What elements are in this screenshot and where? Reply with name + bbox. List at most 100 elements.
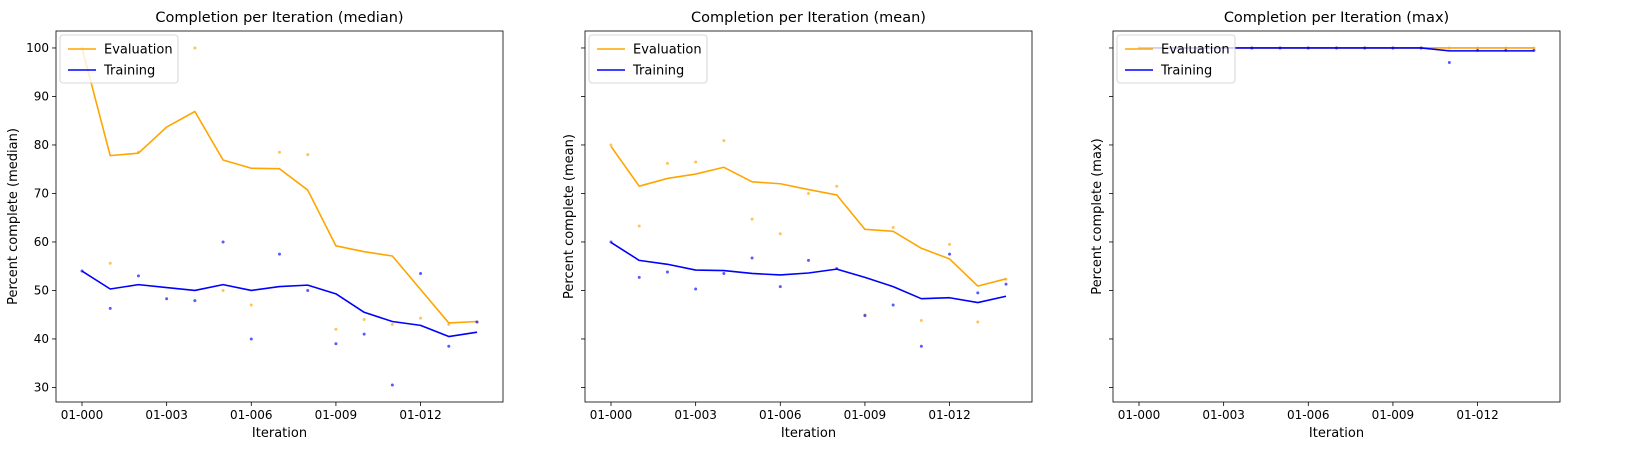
y-axis-label: Percent complete (mean): [562, 134, 577, 299]
data-point: [1004, 282, 1008, 286]
x-tick-label: 01-006: [230, 408, 273, 422]
data-point: [1447, 61, 1451, 65]
data-point: [948, 252, 952, 256]
data-point: [665, 161, 669, 165]
x-tick-label: 01-003: [674, 408, 717, 422]
data-point: [694, 160, 698, 164]
data-point: [165, 297, 169, 301]
chart-panel-2: Completion per Iteration (max) 01-000 01-0…: [1090, 10, 1561, 441]
data-point: [807, 258, 810, 262]
series-line: [81, 47, 478, 324]
data-point: [193, 46, 197, 50]
data-point: [221, 240, 225, 244]
data-point: [249, 303, 253, 307]
legend-box: [59, 34, 179, 84]
y-tick-label: 30: [34, 380, 49, 394]
y-tick-label: 90: [34, 89, 49, 103]
x-tick-label: 01-006: [759, 408, 802, 422]
x-axis-label: Iteration: [1309, 426, 1364, 441]
legend-entry: Training: [1160, 64, 1212, 79]
data-point: [390, 383, 394, 387]
chart-title: Completion per Iteration (max): [1224, 10, 1449, 26]
data-point: [390, 322, 394, 326]
y-tick-label: 80: [34, 138, 49, 152]
series-evaluation: [609, 139, 1008, 324]
data-point: [278, 150, 281, 154]
legend-entry: Evaluation: [633, 43, 702, 58]
x-tick-label: 01-009: [844, 408, 887, 422]
data-point: [807, 191, 810, 195]
legend-entry: Evaluation: [104, 43, 173, 58]
y-axis-label: Percent complete (max): [1090, 138, 1105, 294]
data-point: [722, 271, 726, 275]
data-point: [976, 320, 980, 324]
x-tick-label: 01-009: [1372, 408, 1415, 422]
data-point: [334, 327, 338, 331]
data-point: [665, 270, 669, 274]
legend-box: [1116, 34, 1236, 84]
data-point: [722, 139, 726, 143]
x-tick-label: 01-006: [1287, 408, 1330, 422]
series-training: [80, 240, 479, 387]
data-point: [362, 332, 366, 336]
data-point: [694, 287, 698, 291]
data-point: [637, 275, 641, 279]
y-tick-label: 100: [26, 41, 49, 55]
y-tick-label: 40: [34, 332, 49, 346]
series-line: [610, 241, 1007, 304]
data-point: [278, 252, 281, 256]
data-point: [108, 261, 112, 265]
data-point: [891, 303, 895, 307]
data-point: [419, 316, 423, 320]
legend: Evaluation Training: [1116, 34, 1236, 84]
data-point: [750, 217, 754, 221]
legend: Evaluation Training: [59, 34, 179, 84]
legend-entry: Training: [103, 64, 155, 79]
data-point: [419, 271, 423, 275]
data-point: [919, 344, 923, 348]
data-point: [447, 344, 451, 348]
series-line: [610, 145, 1007, 287]
x-tick-label: 01-000: [61, 408, 104, 422]
data-point: [475, 320, 479, 324]
data-point: [334, 342, 338, 346]
legend-entry: Training: [632, 64, 684, 79]
legend-entry: Evaluation: [1161, 43, 1230, 58]
x-axis-label: Iteration: [781, 426, 836, 441]
data-point: [193, 299, 197, 303]
x-tick-label: 01-012: [399, 408, 442, 422]
legend: Evaluation Training: [588, 34, 708, 84]
data-point: [891, 225, 895, 229]
x-tick-label: 01-009: [315, 408, 358, 422]
legend-box: [588, 34, 708, 84]
data-point: [919, 319, 923, 323]
x-tick-label: 01-003: [1202, 408, 1245, 422]
chart-title: Completion per Iteration (mean): [691, 10, 926, 26]
data-point: [136, 274, 140, 278]
x-tick-label: 01-003: [145, 408, 188, 422]
data-point: [778, 285, 782, 289]
y-tick-label: 60: [34, 235, 49, 249]
data-point: [306, 288, 310, 292]
y-tick-label: 50: [34, 283, 49, 297]
plot-frame: [55, 30, 504, 403]
x-tick-label: 01-012: [928, 408, 971, 422]
series-training: [609, 240, 1008, 348]
data-point: [306, 153, 310, 157]
data-point: [778, 232, 782, 236]
data-point: [750, 256, 754, 260]
plot-frame: [1112, 30, 1561, 403]
chart-title: Completion per Iteration (median): [155, 10, 403, 26]
data-point: [835, 184, 839, 188]
data-point: [863, 314, 867, 318]
data-point: [249, 337, 253, 341]
x-tick-label: 01-000: [590, 408, 633, 422]
data-point: [637, 224, 641, 228]
data-point: [976, 291, 980, 295]
plot-frame: [584, 30, 1033, 403]
data-point: [609, 143, 613, 147]
y-tick-label: 70: [34, 186, 49, 200]
data-point: [108, 306, 112, 310]
y-axis-label: Percent complete (median): [6, 128, 21, 305]
